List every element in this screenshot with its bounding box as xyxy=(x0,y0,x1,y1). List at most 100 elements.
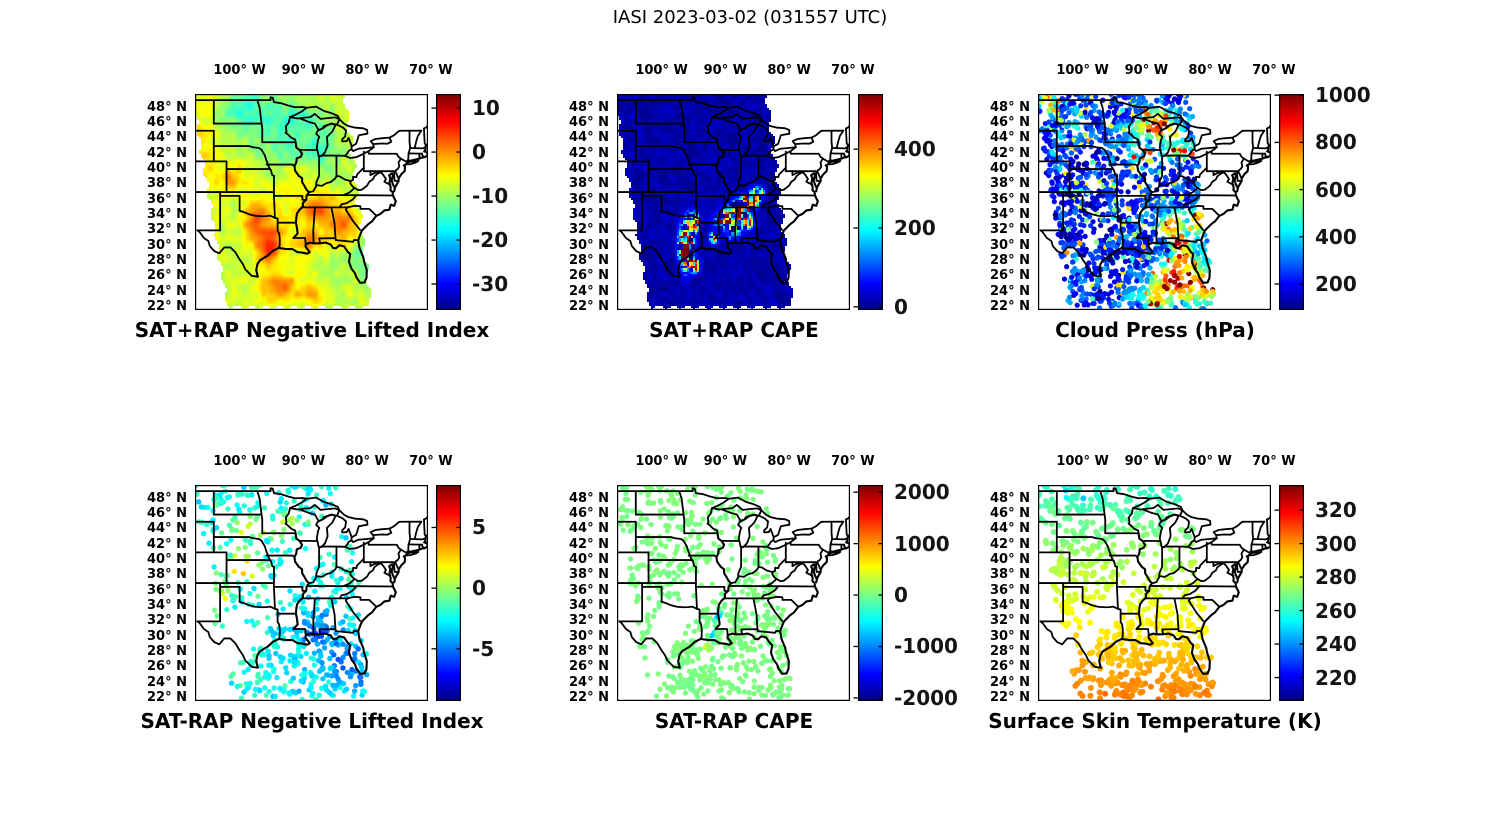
lat-tick-label: 22° N xyxy=(990,689,1030,705)
lat-tick-label: 40° N xyxy=(147,161,187,177)
lat-tick-label: 32° N xyxy=(990,613,1030,629)
colorbar-tick-label: 260 xyxy=(1315,598,1357,623)
colorbar-tick-label: 400 xyxy=(894,137,936,162)
lat-tick-label: 44° N xyxy=(147,130,187,146)
lat-tick-label: 22° N xyxy=(990,298,1030,314)
lat-tick-label: 44° N xyxy=(569,521,609,537)
lat-tick-label: 38° N xyxy=(147,567,187,583)
colorbar-tick-label: 0 xyxy=(894,583,908,608)
lat-tick-label: 40° N xyxy=(569,552,609,568)
lat-tick-label: 26° N xyxy=(569,268,609,284)
lat-tick-label: 38° N xyxy=(569,567,609,583)
colorbar xyxy=(853,485,893,701)
lat-tick-label: 36° N xyxy=(569,582,609,598)
lat-tick-label: 48° N xyxy=(147,490,187,506)
colorbar xyxy=(431,485,471,701)
panel-title-satrap-nli: SAT+RAP Negative Lifted Index xyxy=(134,318,490,342)
lon-tick-label: 90° W xyxy=(281,454,326,469)
lat-tick-label: 42° N xyxy=(569,536,609,552)
lat-tick-label: 46° N xyxy=(569,115,609,131)
lon-tick-label: 80° W xyxy=(767,454,811,469)
lat-tick-label: 24° N xyxy=(147,283,187,299)
lon-tick-label: 90° W xyxy=(703,63,748,78)
lat-tick-label: 34° N xyxy=(147,598,187,614)
map-canvas xyxy=(195,94,428,310)
lat-tick-label: 28° N xyxy=(569,643,609,659)
lat-tick-label: 40° N xyxy=(990,552,1030,568)
map-canvas xyxy=(617,94,850,310)
figure-title: IASI 2023-03-02 (031557 UTC) xyxy=(612,7,888,28)
lon-tick-label: 100° W xyxy=(213,63,266,78)
lat-tick-label: 40° N xyxy=(569,161,609,177)
lat-tick-label: 28° N xyxy=(147,252,187,268)
colorbar-tick-label: 2000 xyxy=(894,480,950,505)
lat-tick-label: 26° N xyxy=(990,659,1030,675)
map-canvas xyxy=(617,485,850,701)
panel-title-skin-temp: Surface Skin Temperature (K) xyxy=(988,709,1322,733)
lat-tick-label: 24° N xyxy=(147,674,187,690)
lat-tick-label: 40° N xyxy=(990,161,1030,177)
lat-tick-label: 46° N xyxy=(990,506,1030,522)
lat-tick-label: 24° N xyxy=(569,674,609,690)
panel-title-sat-minus-rap-cape: SAT-RAP CAPE xyxy=(654,709,814,733)
lon-tick-label: 70° W xyxy=(409,63,453,78)
colorbar-tick-label: 10 xyxy=(472,96,500,121)
colorbar-tick-label: -20 xyxy=(472,228,509,253)
lat-tick-label: 22° N xyxy=(147,689,187,705)
lon-tick-label: 70° W xyxy=(831,63,875,78)
lon-tick-label: 80° W xyxy=(1188,454,1232,469)
colorbar-tick-label: 200 xyxy=(894,216,936,240)
lon-tick-label: 90° W xyxy=(703,454,748,469)
lon-tick-label: 70° W xyxy=(1252,454,1296,469)
lon-tick-label: 100° W xyxy=(635,63,688,78)
lat-tick-label: 32° N xyxy=(569,613,609,629)
lat-tick-label: 48° N xyxy=(990,99,1030,115)
lat-tick-label: 30° N xyxy=(990,237,1030,253)
panel-title-sat-minus-rap-nli: SAT-RAP Negative Lifted Index xyxy=(140,709,484,733)
lat-tick-label: 34° N xyxy=(569,598,609,614)
lat-tick-label: 46° N xyxy=(990,115,1030,131)
lat-tick-label: 48° N xyxy=(147,99,187,115)
lat-tick-label: 30° N xyxy=(147,237,187,253)
lat-tick-label: 48° N xyxy=(569,99,609,115)
colorbar-tick-label: 600 xyxy=(1315,177,1357,202)
colorbar-tick-label: 0 xyxy=(472,140,486,165)
lat-tick-label: 30° N xyxy=(990,628,1030,644)
lat-tick-label: 34° N xyxy=(990,207,1030,223)
lat-tick-label: 36° N xyxy=(569,191,609,207)
lat-tick-label: 24° N xyxy=(569,283,609,299)
lat-tick-label: 30° N xyxy=(569,628,609,644)
lat-tick-label: 46° N xyxy=(147,115,187,131)
lon-tick-label: 100° W xyxy=(213,454,266,469)
colorbar-tick-label: -30 xyxy=(472,272,509,297)
lat-tick-label: 28° N xyxy=(147,643,187,659)
lat-tick-label: 38° N xyxy=(990,567,1030,583)
lon-tick-label: 100° W xyxy=(635,454,688,469)
colorbar xyxy=(853,94,893,310)
lon-tick-label: 90° W xyxy=(1124,454,1169,469)
lat-tick-label: 22° N xyxy=(569,298,609,314)
colorbar-tick-label: -10 xyxy=(472,184,509,209)
colorbar-tick-label: 300 xyxy=(1315,531,1357,556)
colorbar-tick-label: -1000 xyxy=(894,634,958,659)
colorbar-tick-label: 400 xyxy=(1315,224,1357,249)
lat-tick-label: 30° N xyxy=(147,628,187,644)
map-canvas xyxy=(1038,94,1271,310)
lon-tick-label: 70° W xyxy=(1252,63,1296,78)
colorbar-tick-label: 5 xyxy=(472,515,486,540)
lon-tick-label: 80° W xyxy=(345,63,389,78)
colorbar-tick-label: 200 xyxy=(1315,272,1357,297)
lat-tick-label: 44° N xyxy=(990,521,1030,537)
colorbar-tick-label: -2000 xyxy=(894,685,958,710)
lat-tick-label: 28° N xyxy=(569,252,609,268)
lat-tick-label: 36° N xyxy=(147,191,187,207)
lon-tick-label: 90° W xyxy=(1124,63,1169,78)
lat-tick-label: 30° N xyxy=(569,237,609,253)
lat-tick-label: 48° N xyxy=(990,490,1030,506)
lat-tick-label: 36° N xyxy=(990,582,1030,598)
colorbar-tick-label: 280 xyxy=(1315,565,1357,590)
lon-tick-label: 100° W xyxy=(1056,454,1109,469)
colorbar xyxy=(1274,94,1314,310)
